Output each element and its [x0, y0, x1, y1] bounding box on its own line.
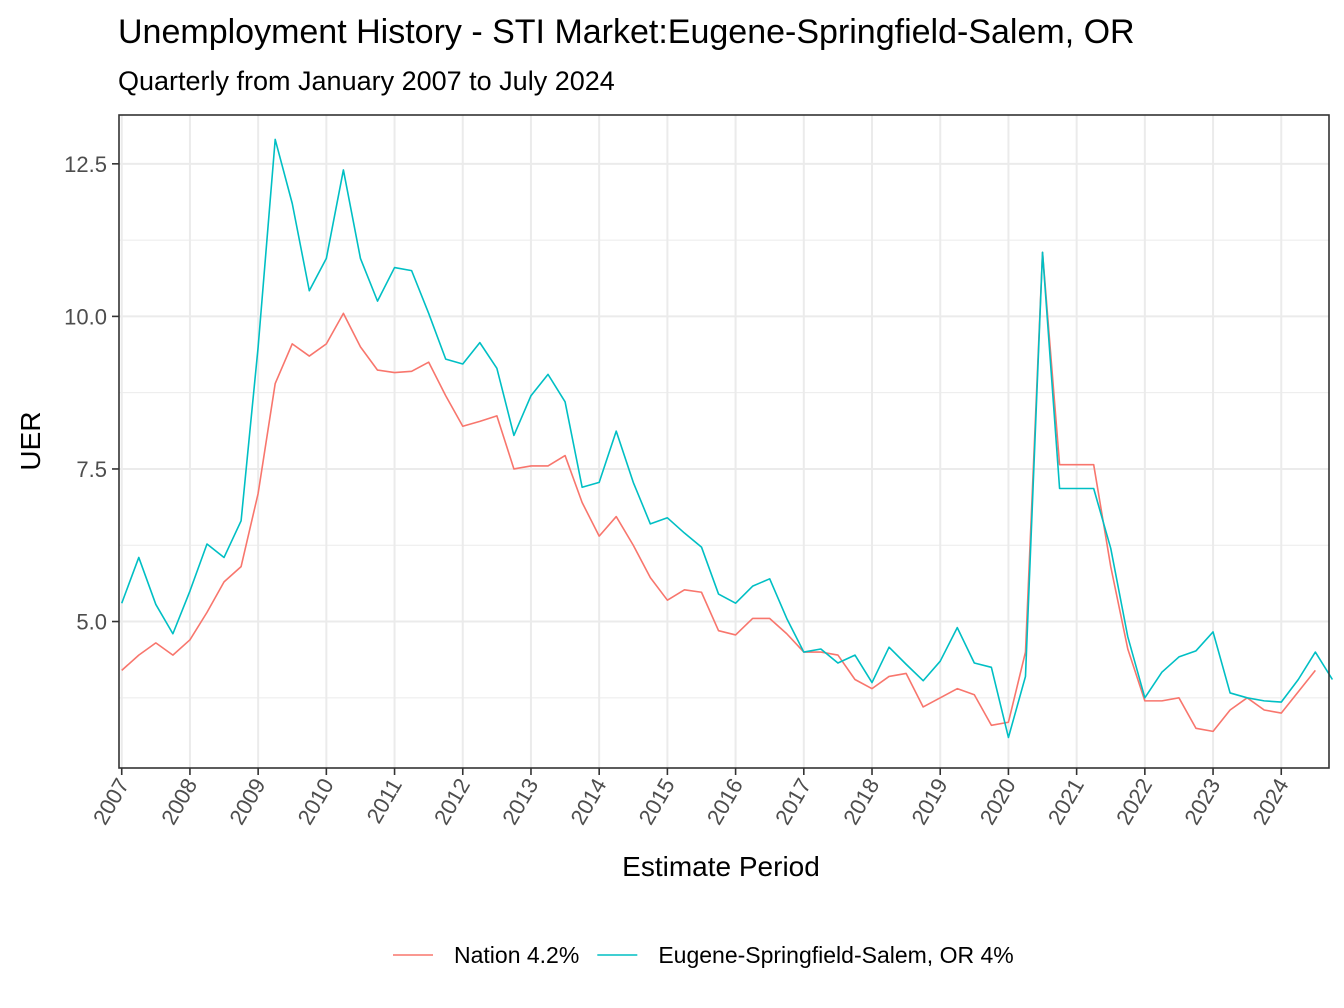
x-tick-label: 2017: [770, 774, 816, 829]
legend-label: Nation 4.2%: [454, 942, 579, 968]
chart-subtitle: Quarterly from January 2007 to July 2024: [118, 66, 615, 96]
x-tick-label: 2018: [838, 774, 884, 829]
series-lines: [120, 138, 1334, 739]
x-tick-label: 2020: [975, 774, 1021, 829]
legend: Nation 4.2% Eugene-Springfield-Salem, OR …: [393, 942, 1014, 968]
x-tick-label: 2023: [1179, 774, 1225, 829]
plot-panel: [119, 115, 1329, 768]
y-axis-title: UER: [15, 411, 46, 470]
series-line-nation: [121, 251, 1316, 733]
plot-panel-border: [118, 114, 1330, 769]
legend-label: Eugene-Springfield-Salem, OR 4%: [658, 942, 1013, 968]
series-line-eugene-springfield-salem: [120, 138, 1334, 739]
chart-title: Unemployment History - STI Market:Eugene…: [118, 13, 1135, 51]
x-tick-label: 2019: [906, 774, 952, 829]
y-tick-label: 5.0: [76, 610, 107, 635]
x-tick-label: 2016: [702, 774, 748, 829]
y-axis: 5.0 7.5 10.0 12.5: [64, 152, 119, 635]
x-tick-label: 2013: [497, 774, 543, 829]
x-axis-title: Estimate Period: [622, 851, 820, 882]
x-axis: 2007 2008 2009 2010 2011 2012 2013 2014 2015 2016…: [88, 768, 1294, 829]
x-tick-label: 2010: [293, 774, 339, 829]
y-tick-label: 7.5: [76, 457, 107, 482]
y-tick-label: 12.5: [64, 152, 107, 177]
x-tick-label: 2008: [156, 774, 202, 829]
x-tick-label: 2014: [565, 774, 611, 829]
x-tick-label: 2012: [429, 774, 475, 829]
x-tick-label: 2022: [1111, 774, 1157, 829]
minor-gridlines: [119, 239, 1329, 699]
x-tick-label: 2015: [634, 774, 680, 829]
y-tick-label: 10.0: [64, 304, 107, 329]
x-tick-label: 2011: [362, 774, 407, 827]
x-tick-label: 2021: [1043, 774, 1089, 829]
x-tick-label: 2007: [88, 774, 134, 829]
x-tick-label: 2009: [224, 774, 270, 829]
major-gridlines: [119, 115, 1329, 768]
x-tick-label: 2024: [1247, 774, 1293, 829]
